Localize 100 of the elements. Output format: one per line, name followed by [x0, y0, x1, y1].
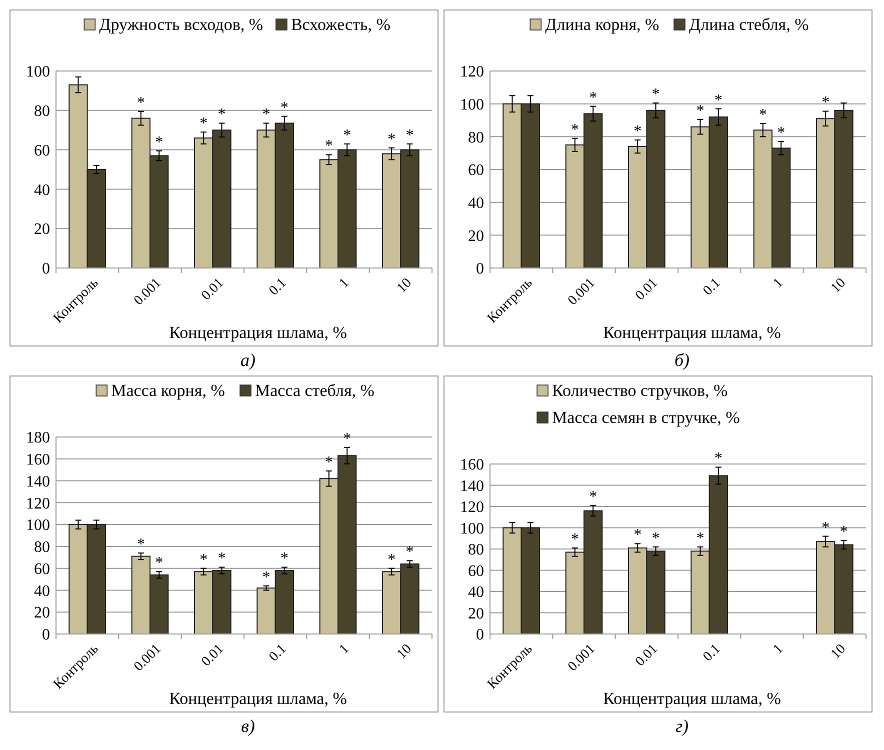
legend-label: Длина корня, %: [545, 15, 660, 34]
x-tick-label: 1: [336, 276, 352, 292]
y-tick-label: 120: [26, 495, 50, 512]
x-tick-label: 10: [394, 642, 415, 662]
data-label: *: [262, 106, 270, 124]
y-tick-label: 0: [42, 626, 50, 644]
data-label: *: [324, 454, 333, 471]
legend-label: Длина стебля, %: [689, 15, 809, 34]
y-tick-label: 140: [26, 473, 50, 490]
x-tick-label: 0.1: [266, 642, 290, 665]
legend-label: Масса корня, %: [111, 381, 225, 400]
y-tick-label: 100: [460, 96, 484, 114]
data-label: *: [280, 99, 288, 116]
data-label: *: [696, 102, 704, 120]
x-tick-label: 10: [828, 642, 849, 662]
data-label: *: [406, 126, 414, 144]
text: б): [674, 350, 690, 370]
x-tick-label: 0.01: [633, 276, 661, 304]
x-tick-label: 10: [828, 276, 849, 296]
data-label: *: [589, 89, 598, 106]
y-tick-label: 180: [26, 430, 50, 447]
y-tick-label: 20: [34, 604, 50, 622]
y-tick-label: 60: [468, 162, 484, 180]
x-tick-label: 1: [770, 642, 786, 658]
data-label: *: [652, 530, 660, 547]
data-label: *: [758, 106, 767, 124]
x-tick-label: 10: [394, 276, 415, 296]
y-tick-label: 120: [460, 64, 484, 81]
y-tick-label: 100: [460, 520, 484, 538]
data-label: *: [634, 122, 642, 140]
data-label: *: [262, 568, 270, 586]
x-tick-label: 0.01: [633, 642, 661, 670]
x-tick-label: 1: [770, 276, 786, 292]
y-tick-label: 0: [476, 260, 484, 278]
y-tick-label: 60: [34, 560, 50, 578]
data-label: *: [714, 450, 722, 468]
x-tick-label: 0.1: [266, 276, 290, 299]
data-label: *: [570, 530, 579, 548]
data-label: *: [822, 94, 830, 112]
data-label: *: [200, 551, 208, 568]
data-label: *: [200, 115, 208, 132]
x-tick-label: 1: [336, 642, 352, 658]
legend-label: Всхожесть, %: [290, 15, 390, 34]
y-tick-label: 100: [26, 517, 50, 534]
x-axis-title: Концентрация шлама, %: [169, 323, 347, 342]
y-tick-label: 120: [460, 499, 484, 516]
y-tick-label: 80: [468, 129, 484, 146]
y-tick-label: 80: [34, 103, 50, 120]
x-tick-label: 0.01: [199, 642, 227, 670]
data-label: *: [840, 524, 848, 540]
x-tick-label: 0.1: [700, 276, 724, 299]
data-label: *: [406, 544, 414, 561]
legend-label: Масса стебля, %: [255, 381, 374, 400]
x-tick-label: 0.1: [700, 642, 724, 665]
data-label: *: [218, 106, 226, 124]
data-label: *: [388, 130, 396, 148]
x-axis-title: Концентрация шлама, %: [169, 689, 347, 708]
data-label: *: [218, 550, 226, 568]
data-label: *: [589, 488, 598, 506]
legend-label: Масса семян в стручке, %: [552, 408, 740, 427]
y-tick-label: 160: [26, 451, 50, 468]
y-tick-label: 60: [468, 562, 484, 580]
y-tick-label: 20: [468, 605, 484, 622]
data-label: *: [136, 536, 145, 554]
x-tick-label: 0.01: [199, 276, 227, 304]
text: в): [241, 716, 255, 736]
data-label: *: [155, 554, 164, 572]
y-tick-label: 60: [34, 142, 50, 160]
legend-label: Дружность всходов, %: [99, 15, 264, 34]
y-tick-label: 80: [468, 542, 484, 559]
y-tick-label: 80: [34, 539, 50, 556]
data-label: *: [280, 550, 288, 568]
data-label: *: [822, 519, 830, 536]
text: г): [675, 716, 689, 736]
data-label: *: [570, 121, 579, 138]
data-label: *: [136, 94, 145, 112]
data-label: *: [634, 526, 642, 544]
data-label: *: [652, 86, 660, 104]
y-tick-label: 100: [26, 64, 50, 81]
data-label: *: [696, 530, 704, 547]
y-tick-label: 40: [468, 584, 484, 602]
data-label: *: [388, 551, 396, 568]
data-label: *: [714, 92, 722, 109]
y-tick-label: 40: [34, 582, 50, 600]
y-tick-label: 160: [460, 456, 484, 474]
y-tick-label: 0: [42, 260, 50, 278]
y-tick-label: 40: [468, 194, 484, 212]
y-tick-label: 20: [468, 228, 484, 245]
data-label: *: [343, 126, 352, 144]
x-axis-title: Концентрация шлама, %: [603, 323, 781, 342]
y-tick-label: 140: [460, 478, 484, 495]
data-label: *: [155, 134, 164, 151]
y-tick-label: 40: [34, 182, 50, 199]
y-tick-label: 0: [476, 626, 484, 644]
legend-label: Количество стручков, %: [552, 381, 728, 400]
text: а): [240, 350, 256, 370]
y-tick-label: 20: [34, 221, 50, 238]
data-label: *: [324, 138, 333, 155]
x-axis-title: Концентрация шлама, %: [603, 689, 781, 708]
data-label: *: [777, 124, 786, 142]
